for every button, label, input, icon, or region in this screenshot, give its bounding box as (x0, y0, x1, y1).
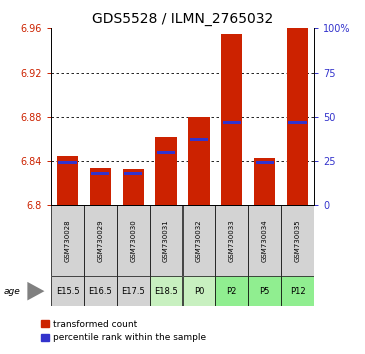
Bar (215, 276, 248, 306)
Bar (117, 276, 150, 306)
Bar (287, 28, 308, 205)
Bar (248, 276, 281, 306)
Text: P0: P0 (194, 287, 204, 296)
Text: GSM730035: GSM730035 (295, 219, 300, 262)
Bar (150, 205, 182, 276)
Title: GDS5528 / ILMN_2765032: GDS5528 / ILMN_2765032 (92, 12, 273, 26)
Bar (51, 276, 84, 306)
Polygon shape (27, 282, 45, 301)
Bar (190, 138, 208, 141)
Text: GSM730033: GSM730033 (229, 219, 235, 262)
Bar (281, 276, 314, 306)
Bar (84, 276, 117, 306)
Text: P2: P2 (227, 287, 237, 296)
Bar (248, 205, 281, 276)
Bar (123, 169, 144, 205)
Text: E16.5: E16.5 (88, 287, 112, 296)
Bar (254, 158, 275, 205)
Bar (117, 205, 150, 276)
Text: GSM730034: GSM730034 (262, 219, 268, 262)
Bar (57, 155, 78, 205)
Text: age: age (4, 287, 20, 296)
Bar (155, 137, 177, 205)
Text: GSM730028: GSM730028 (65, 219, 70, 262)
Bar (91, 172, 110, 175)
Legend: transformed count, percentile rank within the sample: transformed count, percentile rank withi… (37, 316, 210, 346)
Bar (124, 172, 142, 175)
Bar (255, 161, 274, 164)
Bar (90, 168, 111, 205)
Text: GSM730029: GSM730029 (97, 219, 103, 262)
Text: GSM730032: GSM730032 (196, 219, 202, 262)
Bar (215, 205, 248, 276)
Bar (221, 34, 242, 205)
Text: E15.5: E15.5 (56, 287, 79, 296)
Bar (157, 151, 175, 154)
Text: E17.5: E17.5 (121, 287, 145, 296)
Bar (58, 161, 77, 164)
Bar (51, 205, 84, 276)
Text: GSM730031: GSM730031 (163, 219, 169, 262)
Bar (182, 205, 215, 276)
Text: GSM730030: GSM730030 (130, 219, 136, 262)
Text: P12: P12 (290, 287, 305, 296)
Bar (281, 205, 314, 276)
Bar (150, 276, 182, 306)
Bar (182, 276, 215, 306)
Text: P5: P5 (260, 287, 270, 296)
Text: E18.5: E18.5 (154, 287, 178, 296)
Bar (188, 117, 210, 205)
Bar (84, 205, 117, 276)
Bar (223, 121, 241, 124)
Bar (288, 121, 307, 124)
